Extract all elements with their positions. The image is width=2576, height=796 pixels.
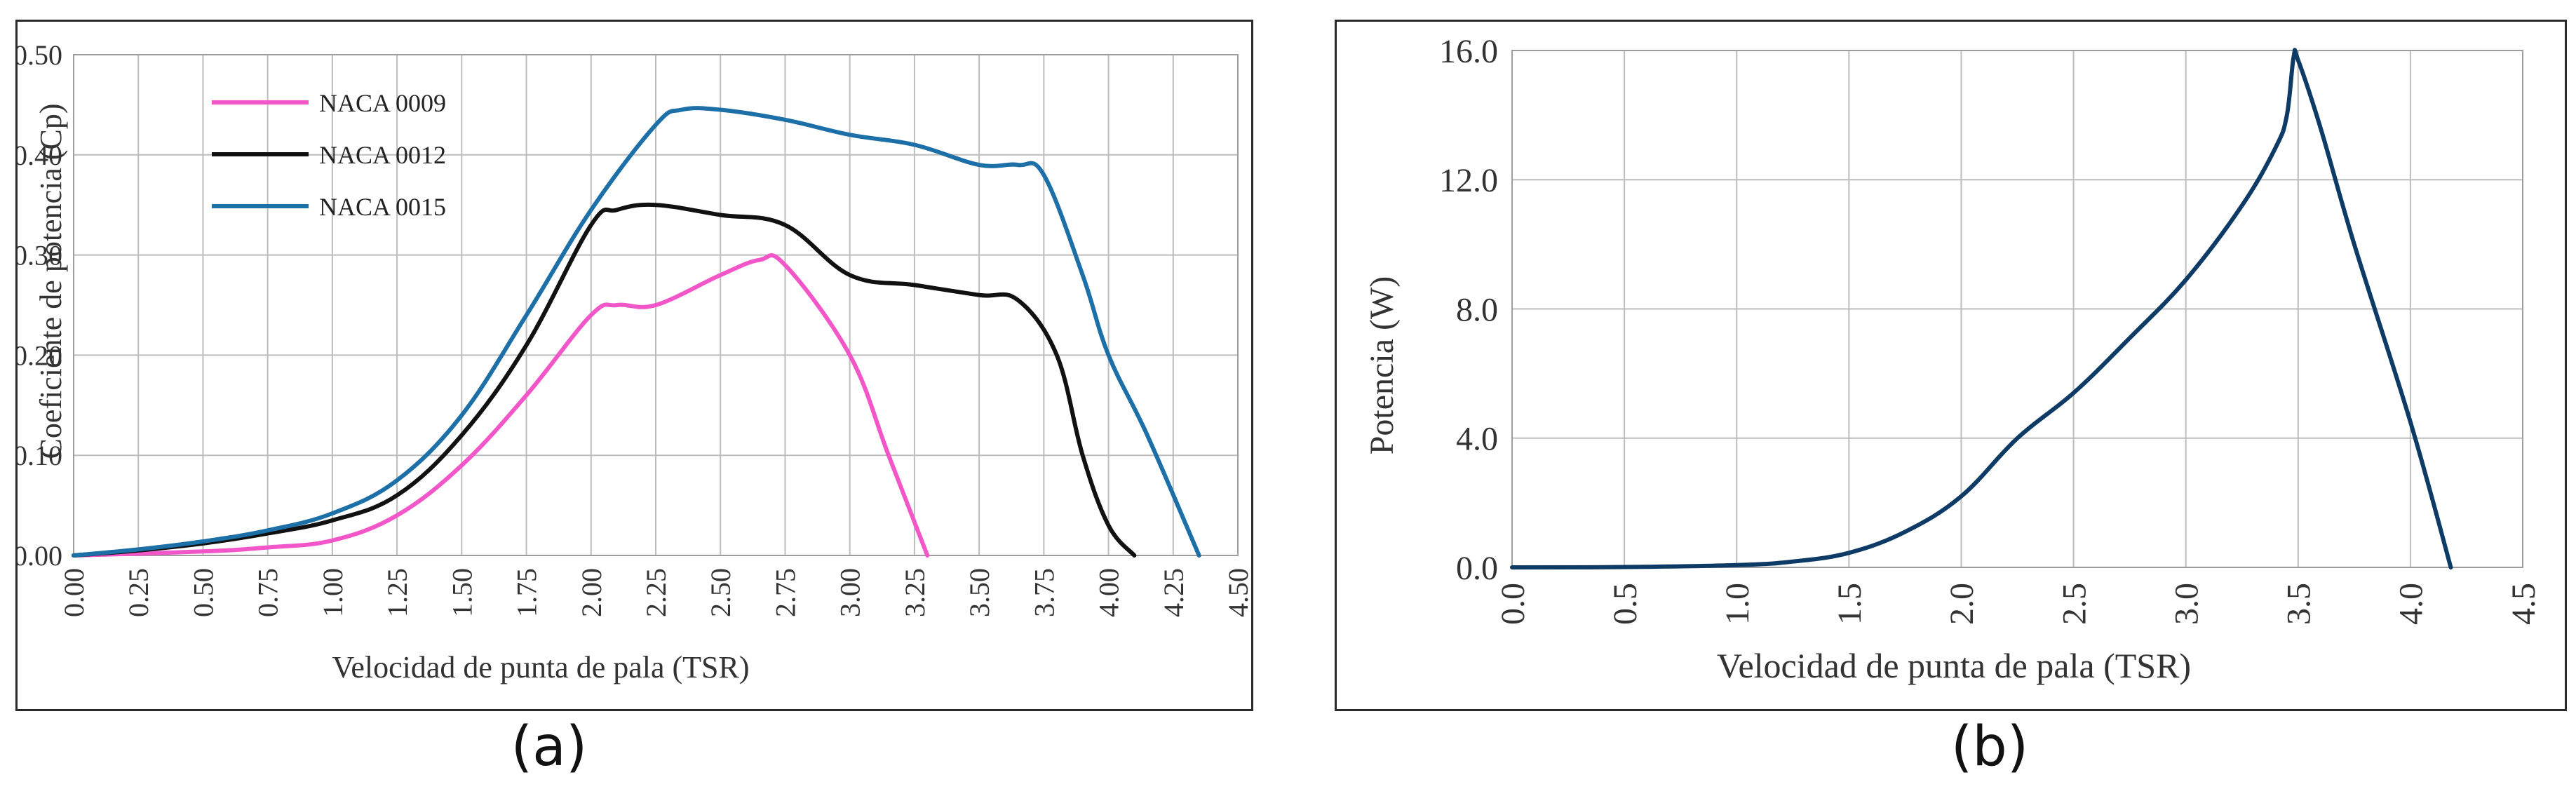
x-tick-label: 4.00 — [1093, 568, 1125, 617]
y-tick-label: 0.10 — [18, 440, 62, 471]
x-tick-label: 0.75 — [252, 568, 284, 617]
x-tick-label: 0.00 — [58, 568, 90, 617]
y-tick-label: 4.0 — [1456, 421, 1498, 458]
chart-b-grid — [1511, 50, 2523, 568]
x-tick-label: 1.0 — [1719, 583, 1756, 625]
chart-panel-a: 0.00 0.10 0.20 0.30 0.40 0.50 0.00 0.25 0.50 0.7… — [15, 20, 1253, 711]
x-tick-label: 3.0 — [2168, 583, 2205, 625]
legend-label: NACA 0012 — [319, 141, 446, 169]
chart-b-yticks: 0.0 4.0 8.0 12.0 16.0 — [1439, 33, 1498, 587]
y-tick-label: 12.0 — [1439, 162, 1498, 199]
series-line-naca-0015 — [72, 106, 1201, 558]
x-tick-label: 4.5 — [2505, 583, 2542, 625]
x-tick-label: 3.25 — [899, 568, 931, 617]
legend-label: NACA 0015 — [319, 193, 446, 221]
y-tick-label: 0.40 — [18, 140, 62, 171]
x-tick-label: 1.25 — [382, 568, 413, 617]
x-tick-label: 2.75 — [769, 568, 801, 617]
x-tick-label: 4.0 — [2393, 583, 2430, 625]
series-line-naca-0012 — [72, 202, 1137, 558]
plot-area-frame — [73, 54, 1239, 556]
series-line-naca-0009 — [72, 253, 930, 558]
chart-b-xticks: 0.0 0.5 1.0 1.5 2.0 2.5 3.0 3.5 4.0 4.5 — [1495, 583, 2542, 625]
chart-a-grid — [73, 54, 1239, 556]
x-tick-label: 3.75 — [1028, 568, 1060, 617]
chart-b-series — [1510, 48, 2453, 569]
y-tick-label: 0.50 — [18, 39, 62, 71]
y-tick-label: 0.30 — [18, 240, 62, 271]
chart-a-series — [72, 106, 1201, 558]
x-tick-label: 0.5 — [1607, 583, 1644, 625]
y-tick-label: 0.00 — [18, 540, 62, 572]
x-tick-label: 3.5 — [2281, 583, 2318, 625]
x-axis-title: Velocidad de punta de pala (TSR) — [1717, 646, 2191, 685]
chart-b-svg: 0.0 4.0 8.0 12.0 16.0 0.0 0.5 1.0 1.5 2.0 2.5 3.0 3… — [1363, 33, 2542, 685]
x-tick-label: 1.5 — [1831, 583, 1868, 625]
y-tick-label: 0.20 — [18, 339, 62, 371]
chart-panel-b: 0.0 4.0 8.0 12.0 16.0 0.0 0.5 1.0 1.5 2.0 2.5 3.0 3… — [1335, 20, 2567, 711]
x-tick-label: 0.0 — [1495, 583, 1532, 625]
legend-label: NACA 0009 — [319, 89, 446, 117]
x-tick-label: 1.75 — [511, 568, 543, 617]
x-tick-label: 2.5 — [2056, 583, 2093, 625]
plot-area-frame — [1511, 50, 2523, 568]
x-tick-label: 1.50 — [446, 568, 478, 617]
x-tick-label: 2.0 — [1943, 583, 1981, 625]
y-axis-title: Coeficiente de potencia (Cp) — [34, 103, 68, 459]
x-tick-label: 2.25 — [640, 568, 672, 617]
x-tick-label: 2.00 — [576, 568, 607, 617]
caption-a: (a) — [511, 715, 588, 778]
x-tick-label: 4.25 — [1158, 568, 1189, 617]
chart-a-svg: 0.00 0.10 0.20 0.30 0.40 0.50 0.00 0.25 0.50 0.7… — [18, 39, 1251, 684]
x-tick-label: 0.50 — [187, 568, 219, 617]
y-tick-label: 16.0 — [1439, 33, 1498, 70]
y-axis-title: Potencia (W) — [1363, 276, 1401, 455]
series-line-power-0 — [1510, 48, 2453, 569]
chart-a-xticks: 0.00 0.25 0.50 0.75 1.00 1.25 1.50 1.75 2.00 2.25… — [58, 568, 1251, 617]
x-tick-label: 0.25 — [123, 568, 154, 617]
caption-b: (b) — [1950, 715, 2029, 778]
x-tick-label: 4.50 — [1222, 568, 1251, 617]
chart-a-legend: NACA 0009 NACA 0012 NACA 0015 — [212, 89, 446, 221]
x-tick-label: 3.00 — [835, 568, 866, 617]
chart-a-yticks: 0.00 0.10 0.20 0.30 0.40 0.50 — [18, 39, 62, 572]
x-tick-label: 3.50 — [964, 568, 995, 617]
x-tick-label: 2.50 — [705, 568, 736, 617]
x-tick-label: 1.00 — [317, 568, 349, 617]
x-axis-title: Velocidad de punta de pala (TSR) — [332, 650, 749, 684]
y-tick-label: 0.0 — [1456, 550, 1498, 587]
y-tick-label: 8.0 — [1456, 291, 1498, 328]
